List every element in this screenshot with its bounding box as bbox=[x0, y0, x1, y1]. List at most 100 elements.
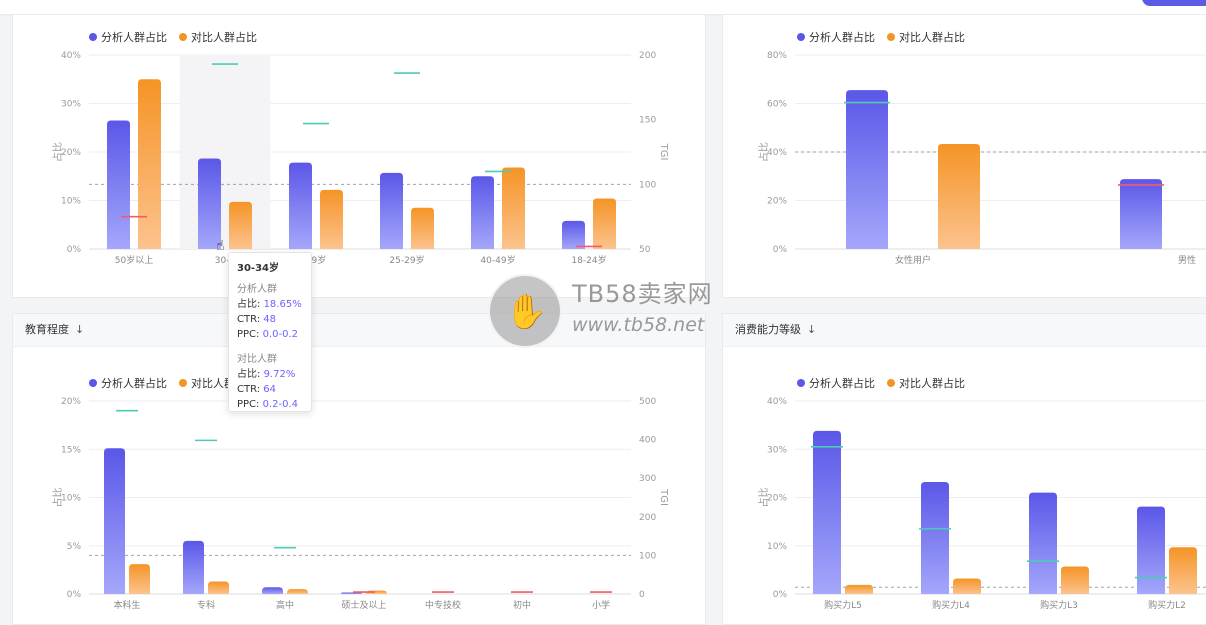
legend-analysis-swatch bbox=[797, 379, 805, 387]
y-tick-label: 20% bbox=[61, 148, 81, 158]
y-tick-label: 5% bbox=[67, 542, 82, 552]
legend-compare-swatch bbox=[887, 379, 895, 387]
y-tick-label: 10% bbox=[61, 197, 81, 207]
bar-analysis bbox=[341, 592, 362, 594]
y-axis-label: 占比 bbox=[51, 142, 64, 162]
age-panel: 分析人群占比 对比人群占比 0% 10% 20% 30% 40% 占比 50 100 150 200 T… bbox=[12, 14, 706, 298]
x-tick-label: 女性用户 bbox=[895, 254, 931, 266]
watermark: ✋ TB58卖家网 www.tb58.net bbox=[488, 270, 728, 350]
y-axis-label: 占比 bbox=[757, 142, 770, 162]
down-arrow-icon[interactable]: ↓ bbox=[75, 323, 85, 336]
bar-compare bbox=[845, 584, 873, 594]
consumption-header: 消费能力等级 ↓ bbox=[723, 314, 1206, 347]
y2-tick-label: 500 bbox=[639, 397, 656, 407]
top-bar bbox=[0, 0, 1206, 14]
bar-compare bbox=[1061, 566, 1089, 594]
tooltip-title: 30-34岁 bbox=[237, 263, 279, 274]
chart-tooltip: 30-34岁 分析人群 占比: 18.65% CTR: 48 PPC: 0.0-… bbox=[228, 252, 312, 412]
legend-analysis-label: 分析人群占比 bbox=[809, 376, 875, 390]
y-tick-label: 0% bbox=[773, 245, 788, 255]
watermark-brand: TB58卖家网 bbox=[572, 280, 713, 308]
consumption-panel: 消费能力等级 ↓ 分析人群占比 对比人群占比 0% 10% 20% 30% 40% 占比 购买力L… bbox=[722, 313, 1206, 625]
legend-analysis-label: 分析人群占比 bbox=[101, 376, 167, 390]
y-tick-label: 20% bbox=[767, 494, 787, 504]
y2-tick-label: 200 bbox=[639, 51, 656, 61]
tooltip-analysis-share-label: 占比: bbox=[237, 299, 261, 310]
y2-tick-label: 100 bbox=[639, 551, 656, 561]
tooltip-analysis-ctr-label: CTR: bbox=[237, 314, 261, 325]
bar-compare bbox=[208, 581, 229, 594]
bar-analysis bbox=[813, 430, 841, 594]
y-tick-label: 20% bbox=[767, 197, 787, 207]
tooltip-compare-share: 9.72% bbox=[263, 369, 296, 380]
bar-compare bbox=[129, 564, 150, 594]
tooltip-compare-label: 对比人群 bbox=[237, 354, 277, 365]
x-tick-label: 购买力L5 bbox=[824, 599, 862, 611]
bar-compare bbox=[229, 201, 252, 249]
y-tick-label: 40% bbox=[767, 397, 787, 407]
x-tick-label: 购买力L4 bbox=[932, 599, 970, 611]
top-action-button[interactable] bbox=[1142, 0, 1206, 6]
x-tick-label: 初中 bbox=[513, 599, 531, 611]
y2-tick-label: 400 bbox=[639, 436, 656, 446]
bar-compare bbox=[411, 207, 434, 249]
y-tick-label: 80% bbox=[767, 51, 787, 61]
bar-analysis bbox=[104, 448, 125, 594]
education-title: 教育程度 bbox=[25, 323, 69, 336]
x-tick-label: 专科 bbox=[197, 599, 215, 611]
age-chart: 分析人群占比 对比人群占比 0% 10% 20% 30% 40% 占比 50 100 150 200 T… bbox=[51, 30, 669, 266]
legend-compare-label: 对比人群占比 bbox=[899, 30, 965, 44]
bar-analysis bbox=[380, 172, 403, 249]
bar-compare bbox=[593, 198, 616, 249]
tooltip-compare-share-label: 占比: bbox=[237, 369, 261, 380]
tooltip-analysis-label: 分析人群 bbox=[237, 284, 277, 295]
x-tick-label: 中专技校 bbox=[425, 599, 461, 611]
y-tick-label: 15% bbox=[61, 445, 81, 455]
bar-analysis bbox=[1137, 506, 1165, 594]
highlight-band bbox=[179, 55, 271, 249]
legend-compare-label: 对比人群占比 bbox=[191, 30, 257, 44]
tooltip-compare-ppc: 0.2-0.4 bbox=[262, 399, 299, 410]
y-tick-label: 10% bbox=[61, 494, 81, 504]
x-tick-label: 50岁以上 bbox=[115, 254, 153, 266]
y-tick-label: 30% bbox=[767, 445, 787, 455]
x-tick-label: 40-49岁 bbox=[480, 254, 515, 266]
legend-compare-swatch bbox=[887, 33, 895, 41]
y-axis-label: 占比 bbox=[757, 488, 770, 508]
consumption-title: 消费能力等级 bbox=[735, 323, 801, 336]
bar-analysis bbox=[107, 120, 130, 249]
bar-compare bbox=[938, 143, 980, 249]
tooltip-compare-ctr: 64 bbox=[263, 384, 277, 395]
tooltip-analysis-ctr: 48 bbox=[263, 314, 277, 325]
y-tick-label: 40% bbox=[61, 51, 81, 61]
x-tick-label: 高中 bbox=[276, 599, 294, 611]
y-tick-label: 0% bbox=[67, 590, 82, 600]
x-tick-label: 30-3 bbox=[215, 256, 235, 266]
y2-tick-label: 0 bbox=[639, 590, 645, 600]
bar-analysis bbox=[1120, 179, 1162, 249]
x-tick-label: 18-24岁 bbox=[571, 254, 606, 266]
tooltip-analysis-share: 18.65% bbox=[263, 299, 302, 310]
legend-compare-swatch bbox=[179, 379, 187, 387]
bar-analysis bbox=[183, 540, 204, 594]
hand-cursor-icon: ☝ bbox=[216, 238, 225, 254]
legend-compare-swatch bbox=[179, 33, 187, 41]
x-tick-label: 男性 bbox=[1178, 254, 1196, 266]
x-tick-label: 购买力L2 bbox=[1148, 599, 1186, 611]
bar-compare bbox=[1169, 547, 1197, 594]
y-tick-label: 0% bbox=[773, 590, 788, 600]
y2-axis-label: TGI bbox=[658, 488, 669, 506]
education-panel: 教育程度 ↓ 分析人群占比 对比人群占比 0% 5% 10% 15% 20% 占比 0 100 200… bbox=[12, 313, 706, 625]
bar-compare bbox=[953, 578, 981, 594]
bar-analysis bbox=[198, 158, 221, 249]
watermark-logo-icon: ✋ bbox=[488, 274, 562, 348]
x-tick-label: 小学 bbox=[592, 599, 610, 611]
x-tick-label: 25-29岁 bbox=[389, 254, 424, 266]
tooltip-compare-ctr-label: CTR: bbox=[237, 384, 261, 395]
education-header: 教育程度 ↓ bbox=[13, 314, 705, 347]
education-chart: 分析人群占比 对比人群占比0%5%10%15%20%占比0100200300400… bbox=[51, 376, 669, 611]
x-tick-label: 硕士及以上 bbox=[341, 599, 386, 611]
down-arrow-icon[interactable]: ↓ bbox=[807, 323, 817, 336]
